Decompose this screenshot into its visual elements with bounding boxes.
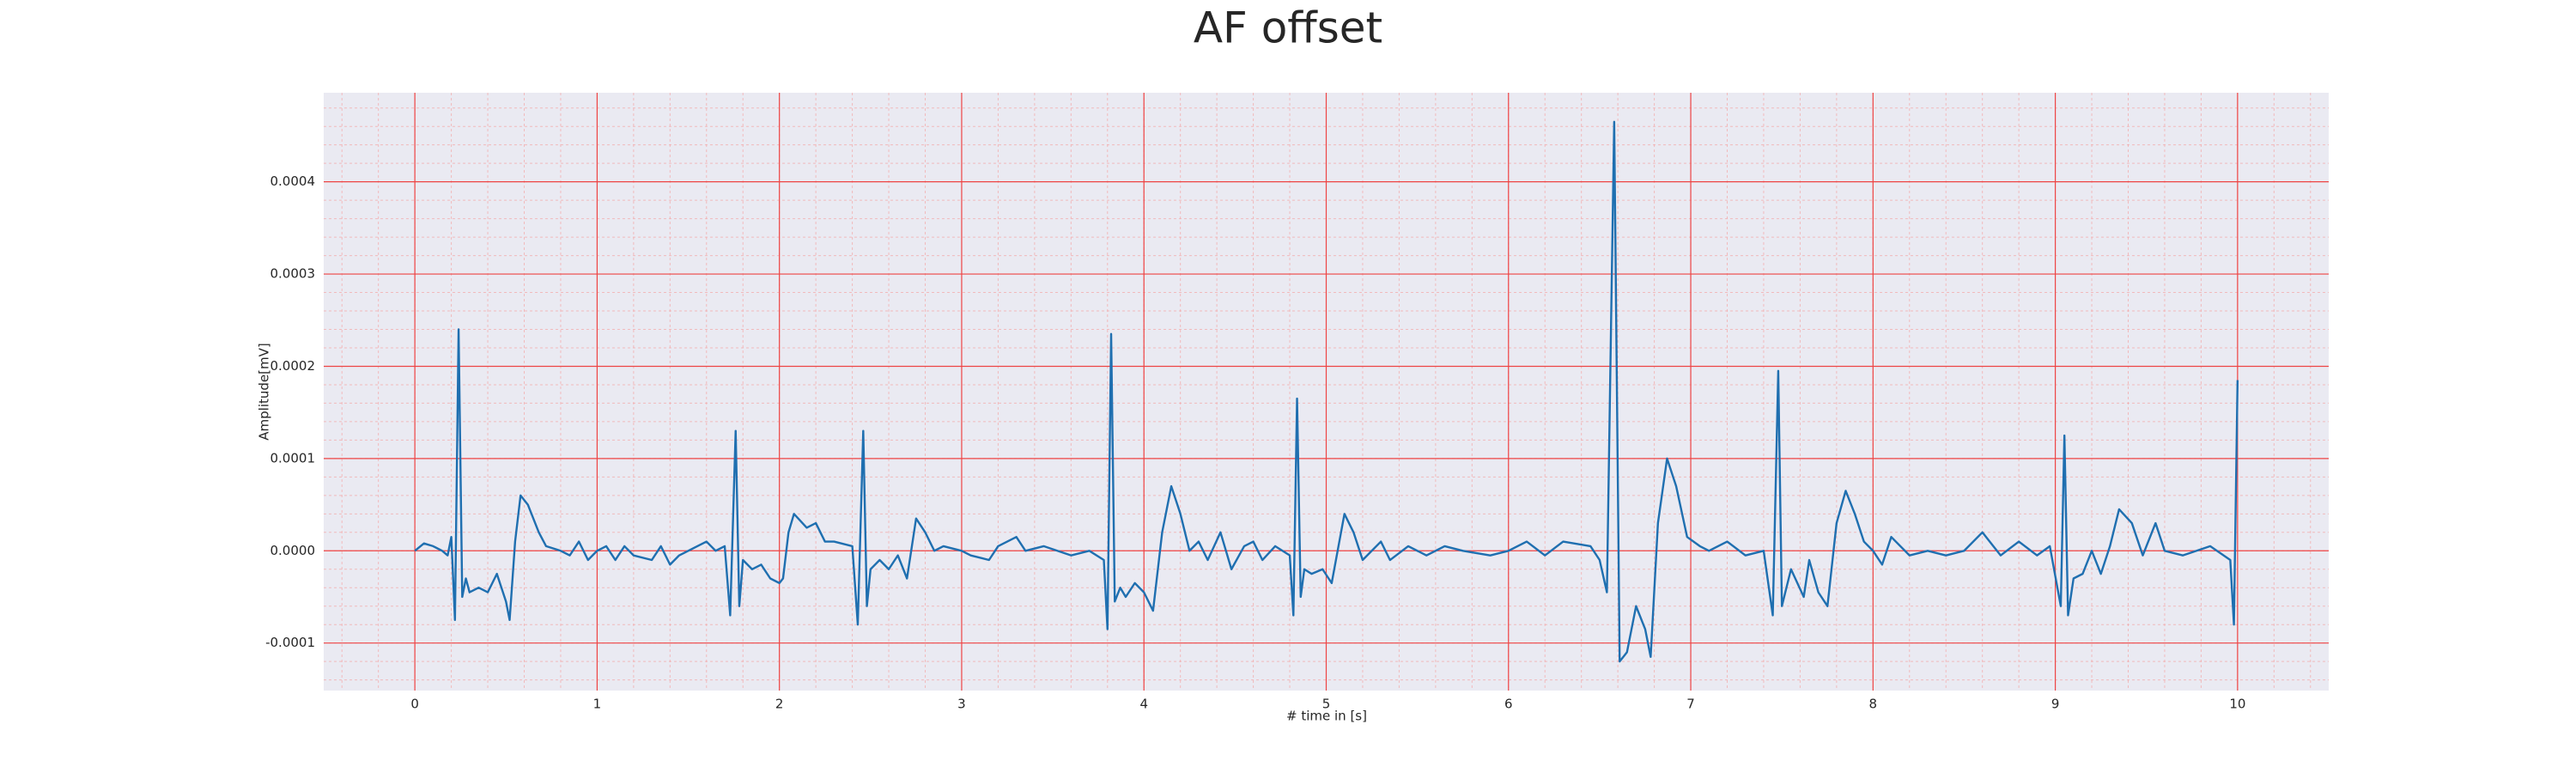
signal-line xyxy=(414,120,2239,663)
x-tick-label: 7 xyxy=(1686,697,1695,712)
x-tick-label: 4 xyxy=(1139,697,1148,712)
x-tick-label: 9 xyxy=(2051,697,2060,712)
x-tick-label: 3 xyxy=(957,697,966,712)
chart-title: AF offset xyxy=(1194,3,1382,53)
y-tick-label: 0.0004 xyxy=(270,173,316,189)
x-axis-label: # time in [s] xyxy=(1286,709,1367,724)
y-tick-label: 0.0003 xyxy=(270,266,316,282)
y-tick-label: 0.0002 xyxy=(270,358,316,374)
x-tick-label: 2 xyxy=(775,697,784,712)
y-axis-label: Amplitude[mV] xyxy=(257,343,272,440)
y-tick-label: -0.0001 xyxy=(265,635,315,650)
x-tick-label: 0 xyxy=(410,697,419,712)
x-tick-label: 10 xyxy=(2229,697,2245,712)
x-tick-label: 1 xyxy=(593,697,602,712)
x-tick-label: 6 xyxy=(1504,697,1513,712)
x-tick-label: 8 xyxy=(1869,697,1878,712)
y-tick-label: 0.0001 xyxy=(270,450,316,466)
x-tick-label: 5 xyxy=(1322,697,1331,712)
y-tick-label: 0.0000 xyxy=(270,543,316,558)
